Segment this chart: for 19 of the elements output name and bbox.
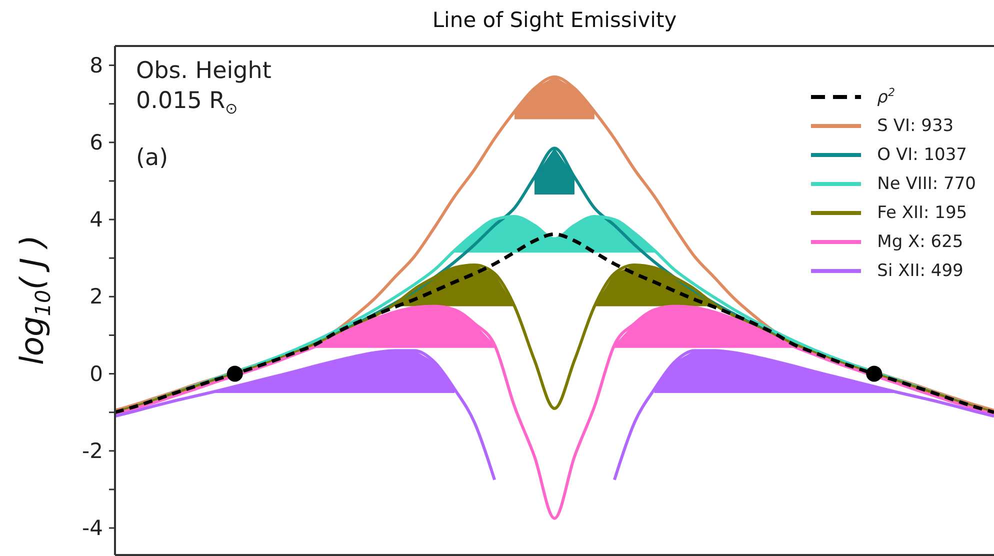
legend-label: O VI: 1037 bbox=[877, 144, 967, 164]
y-tick-label: -4 bbox=[82, 516, 103, 540]
legend-label: ρ$^{2}$ bbox=[877, 86, 895, 108]
annotation: Obs. Height bbox=[136, 58, 272, 84]
legend-label: S VI: 933 bbox=[877, 116, 954, 136]
y-tick-label: 8 bbox=[90, 53, 103, 78]
legend-label: Si XII: 499 bbox=[877, 260, 964, 280]
legend-label: Ne VIII: 770 bbox=[877, 174, 976, 194]
legend-label: Fe XII: 195 bbox=[877, 202, 968, 222]
annotation: (a) bbox=[136, 145, 168, 171]
chart-title: Line of Sight Emissivity bbox=[432, 8, 677, 32]
y-tick-label: -2 bbox=[82, 438, 103, 463]
legend-label: Mg X: 625 bbox=[877, 232, 964, 252]
y-tick-label: 0 bbox=[90, 362, 103, 386]
y-tick-label: 2 bbox=[90, 284, 103, 309]
line-series bbox=[115, 304, 994, 520]
y-tick-label: 4 bbox=[90, 208, 103, 232]
y-tick-label: 6 bbox=[90, 130, 103, 154]
annotation: 0.015 R$_{⊙}$ bbox=[136, 88, 238, 118]
